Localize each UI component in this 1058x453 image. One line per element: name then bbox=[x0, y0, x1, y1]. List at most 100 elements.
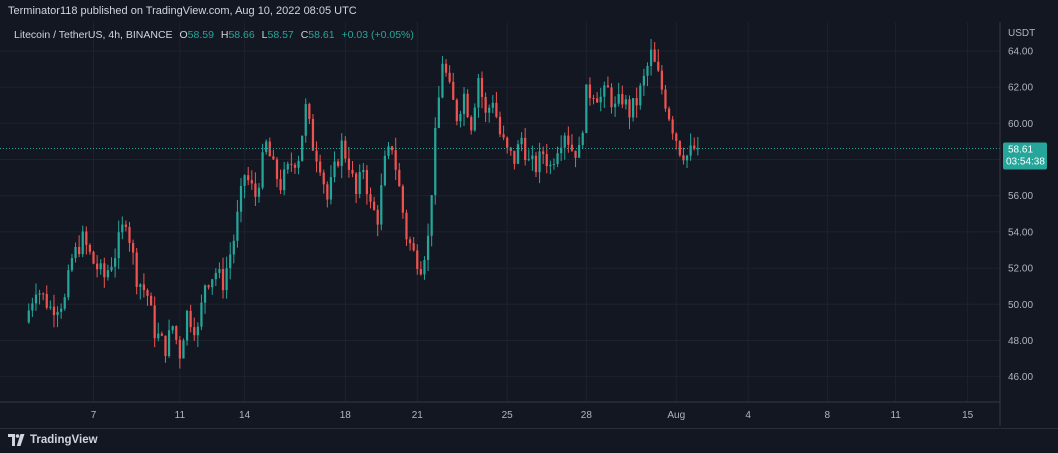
y-tick-label: 50.00 bbox=[1008, 300, 1033, 311]
tradingview-logo-icon bbox=[8, 434, 25, 446]
candle-body bbox=[329, 177, 333, 200]
y-tick-label: 48.00 bbox=[1008, 336, 1033, 347]
candle-body bbox=[408, 239, 412, 244]
candle-body bbox=[272, 156, 275, 160]
x-tick-label: 25 bbox=[502, 410, 514, 421]
published-info: Terminator118 published on TradingView.c… bbox=[8, 5, 357, 17]
candle-body bbox=[315, 150, 318, 162]
candle-body bbox=[552, 164, 556, 166]
candle-body bbox=[279, 178, 282, 191]
x-tick-label: 8 bbox=[825, 410, 831, 421]
candle-body bbox=[657, 61, 660, 71]
candle-body bbox=[405, 212, 408, 240]
candle-body bbox=[221, 269, 225, 291]
candle-body bbox=[265, 141, 268, 153]
candle-body bbox=[250, 180, 253, 184]
candle-body bbox=[649, 49, 653, 67]
candle-body bbox=[268, 141, 271, 157]
high-label: H bbox=[220, 29, 229, 41]
footer: TradingView bbox=[0, 428, 1058, 453]
candle-body bbox=[63, 297, 66, 309]
candle-body bbox=[599, 96, 602, 103]
candle-body bbox=[74, 246, 77, 259]
candle-body bbox=[423, 260, 426, 275]
candle-body bbox=[642, 75, 645, 86]
close-value: 58.61 bbox=[308, 29, 335, 41]
candle-body bbox=[509, 147, 512, 151]
candle-body bbox=[78, 246, 81, 255]
candle-body bbox=[49, 306, 52, 308]
candle-body bbox=[203, 285, 207, 303]
candle-body bbox=[542, 151, 545, 154]
candle-body bbox=[434, 127, 437, 196]
candle-body bbox=[167, 330, 171, 357]
candle-body bbox=[275, 159, 279, 179]
candle-body bbox=[369, 194, 372, 202]
candle-body bbox=[164, 335, 167, 357]
y-tick-label: 54.00 bbox=[1008, 227, 1033, 238]
candle-body bbox=[340, 140, 343, 166]
x-tick-label: Aug bbox=[667, 410, 685, 421]
candle-body bbox=[362, 170, 365, 173]
candle-body bbox=[606, 85, 610, 88]
x-tick-label: 7 bbox=[91, 410, 97, 421]
candle-body bbox=[193, 327, 196, 336]
last-price-value: 58.61 bbox=[1008, 144, 1033, 155]
candle-body bbox=[538, 151, 541, 173]
candle-body bbox=[470, 117, 473, 131]
candle-body bbox=[290, 163, 293, 165]
candle-body bbox=[124, 224, 128, 227]
candle-body bbox=[207, 285, 210, 288]
candle-body bbox=[401, 186, 404, 213]
candle-body bbox=[257, 187, 261, 197]
candle-body bbox=[693, 145, 696, 149]
x-tick-label: 11 bbox=[175, 410, 186, 421]
candle-body bbox=[308, 104, 311, 119]
candle-body bbox=[117, 232, 120, 259]
candle-body bbox=[664, 89, 667, 109]
candle-body bbox=[613, 103, 617, 108]
candle-body bbox=[506, 137, 509, 148]
candle-body bbox=[484, 96, 487, 113]
candle-body bbox=[621, 94, 624, 105]
tradingview-logo[interactable]: TradingView bbox=[8, 434, 98, 446]
candle-body bbox=[236, 211, 239, 241]
candle-body bbox=[430, 195, 433, 236]
candle-body bbox=[581, 132, 584, 145]
candle-body bbox=[372, 201, 376, 210]
candlestick-chart[interactable]: 46.0048.0050.0052.0054.0056.0058.0060.00… bbox=[0, 22, 1058, 426]
candle-body bbox=[448, 72, 451, 82]
candle-body bbox=[477, 78, 480, 108]
candle-body bbox=[570, 144, 574, 151]
candle-body bbox=[560, 147, 563, 154]
price-axis: 46.0048.0050.0052.0054.0056.0058.0060.00… bbox=[1008, 46, 1033, 383]
candle-body bbox=[444, 63, 448, 73]
high-value: 58.66 bbox=[228, 29, 255, 41]
candle-body bbox=[326, 184, 329, 200]
symbol-title[interactable]: Litecoin / TetherUS, 4h, BINANCE bbox=[14, 29, 173, 41]
candle-body bbox=[135, 252, 138, 287]
candle-body bbox=[60, 308, 63, 312]
y-tick-label: 64.00 bbox=[1008, 46, 1033, 57]
candle-body bbox=[574, 150, 577, 158]
candle-body bbox=[153, 305, 156, 339]
candle-body bbox=[380, 185, 383, 225]
x-tick-label: 18 bbox=[340, 410, 352, 421]
x-tick-label: 11 bbox=[890, 410, 901, 421]
candle-body bbox=[239, 185, 243, 212]
candle-body bbox=[185, 310, 189, 341]
symbol-legend: Litecoin / TetherUS, 4h, BINANCE O58.59 … bbox=[14, 29, 414, 41]
candle-body bbox=[218, 269, 221, 273]
candle-body bbox=[631, 98, 635, 118]
candle-body bbox=[196, 326, 199, 336]
candles bbox=[27, 39, 699, 369]
y-tick-label: 62.00 bbox=[1008, 83, 1033, 94]
y-tick-label: 60.00 bbox=[1008, 119, 1033, 130]
candle-body bbox=[254, 183, 257, 197]
last-price-tag: 58.61 03:54:38 bbox=[1003, 142, 1047, 170]
candle-body bbox=[283, 169, 286, 191]
candle-body bbox=[34, 294, 38, 304]
candle-body bbox=[488, 107, 491, 113]
candle-body bbox=[211, 279, 214, 288]
chart-area[interactable]: 46.0048.0050.0052.0054.0056.0058.0060.00… bbox=[0, 22, 1058, 426]
